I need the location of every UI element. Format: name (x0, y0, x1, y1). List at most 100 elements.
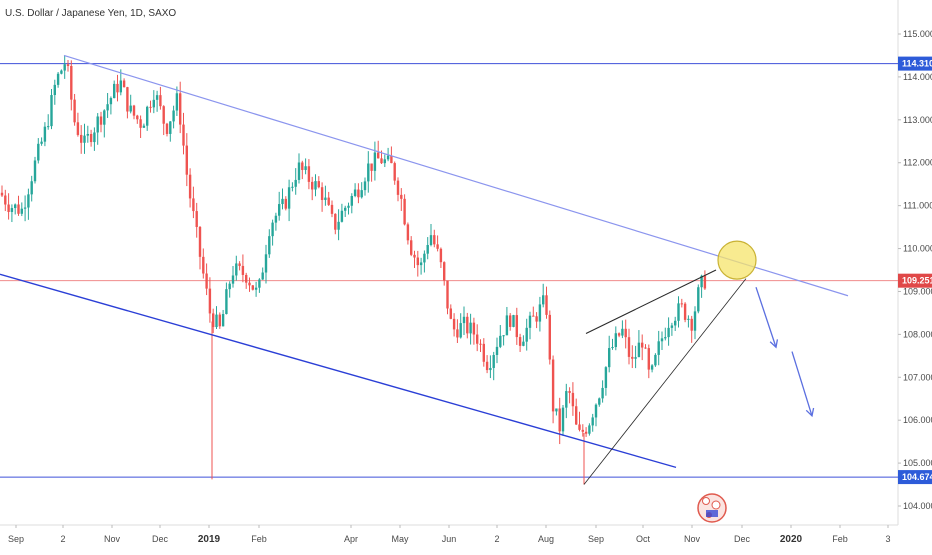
candle-body (159, 95, 162, 107)
candle-body (664, 337, 667, 339)
candle-body (301, 162, 304, 170)
candle-body (683, 303, 687, 320)
candle-body (400, 194, 403, 199)
candle-body (568, 391, 571, 393)
arrow-shaft[interactable] (791, 351, 813, 417)
arrow-shaft[interactable] (755, 286, 777, 348)
candle-body (278, 204, 281, 216)
candle-body (60, 70, 63, 74)
candle-body (637, 342, 641, 358)
candle-body (571, 392, 575, 407)
candle-body (287, 187, 291, 209)
candle-body (515, 315, 518, 338)
candle-body (608, 348, 611, 368)
candle-body (103, 110, 106, 125)
candle-body (271, 222, 274, 237)
candle-body (575, 406, 578, 425)
candle-body (83, 135, 86, 143)
candle-body (419, 262, 423, 266)
candle-body (383, 159, 386, 164)
candle-body (406, 224, 410, 241)
candle-body (660, 338, 664, 342)
x-tick-label: Feb (832, 534, 848, 544)
candle-body (122, 80, 126, 88)
candle-body (647, 348, 650, 370)
candle-body (377, 152, 380, 159)
candle-body (17, 204, 20, 214)
candle-body (634, 357, 637, 359)
trendline-upper-channel[interactable] (63, 54, 849, 297)
candle-body (274, 215, 278, 223)
candle-body (119, 80, 122, 93)
candle-body (340, 210, 344, 222)
candle-body (492, 354, 495, 368)
candle-body (413, 254, 416, 258)
candle-body (96, 116, 99, 133)
candle-body (188, 174, 192, 199)
y-tick-label: 112.000 (903, 158, 932, 168)
candle-body (192, 198, 195, 212)
candle-body (66, 64, 70, 66)
candle-body (93, 132, 96, 143)
candle-body (370, 163, 373, 171)
candle-body (14, 204, 17, 209)
candle-body (291, 186, 294, 188)
candle-body (324, 197, 327, 200)
last-price-flag: 109.251 (902, 276, 932, 286)
arrow-head (805, 407, 815, 418)
candle-body (30, 181, 33, 195)
candle-body (436, 244, 439, 249)
candle-body (505, 315, 509, 336)
candle-body (99, 116, 103, 125)
candle-body (423, 253, 426, 263)
candle-body (212, 313, 215, 328)
x-tick-label: Apr (344, 534, 358, 544)
candle-body (205, 273, 208, 289)
trendline-wedge-lower[interactable] (583, 278, 747, 485)
trendline-wedge-upper[interactable] (585, 269, 717, 334)
candle-body (53, 84, 56, 96)
candle-body (248, 282, 251, 286)
candle-body (113, 83, 116, 99)
candle-body (304, 166, 307, 170)
candle-body (218, 314, 221, 327)
candle-body (367, 163, 370, 182)
candle-body (179, 93, 182, 125)
candle-body (594, 404, 598, 418)
candle-body (360, 190, 363, 198)
candle-body (307, 166, 311, 182)
candle-body (558, 408, 561, 432)
candle-body (195, 211, 198, 227)
candle-body (650, 365, 654, 370)
candle-body (47, 126, 50, 128)
candle-body (518, 337, 522, 346)
x-tick-label: Nov (684, 534, 701, 544)
trendline-lower-channel[interactable] (0, 273, 677, 469)
candle-body (169, 121, 172, 134)
candle-body (353, 189, 357, 197)
candle-body (670, 325, 674, 328)
y-tick-label: 106.000 (903, 415, 932, 425)
candle-body (429, 235, 433, 245)
x-tick-label: Oct (636, 534, 651, 544)
candle-body (393, 163, 396, 181)
candle-body (512, 315, 515, 327)
candle-body (268, 236, 271, 255)
chart-title: U.S. Dollar / Japanese Yen, 1D, SAXO (5, 8, 176, 19)
candle-body (439, 248, 443, 263)
y-tick-label: 107.000 (903, 372, 932, 382)
candle-body (482, 343, 485, 362)
candle-body (152, 99, 155, 108)
candle-body (621, 328, 624, 336)
candle-body (172, 110, 175, 122)
highlight-circle[interactable] (717, 240, 757, 280)
candle-body (155, 95, 159, 100)
x-tick-label: Feb (251, 534, 267, 544)
candle-body (416, 257, 419, 266)
candle-body (162, 106, 165, 124)
candle-body (254, 287, 258, 290)
candle-body (693, 311, 697, 331)
y-tick-label: 110.000 (903, 244, 932, 254)
